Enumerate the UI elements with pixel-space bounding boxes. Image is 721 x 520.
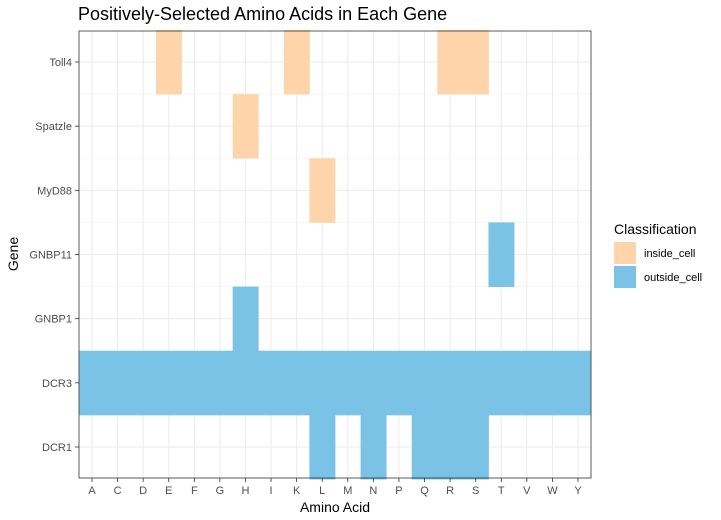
x-tick-label: L	[319, 485, 325, 497]
x-tick-label: F	[191, 485, 198, 497]
y-tick-label: Spatzle	[35, 121, 72, 133]
legend-key	[614, 242, 636, 264]
cells	[79, 29, 592, 480]
legend-key	[614, 266, 636, 288]
x-tick-label: C	[114, 485, 122, 497]
heatmap-cell	[462, 350, 489, 416]
x-tick-label: G	[216, 485, 225, 497]
heatmap-cell	[283, 350, 310, 416]
heatmap-cell	[462, 29, 489, 95]
x-tick-label: Q	[420, 485, 429, 497]
heatmap-cell	[437, 29, 464, 95]
heatmap-cell	[437, 414, 464, 480]
heatmap-cell	[309, 414, 336, 480]
x-tick-label: M	[343, 485, 352, 497]
heatmap-cell	[181, 350, 208, 416]
heatmap-cell	[565, 350, 592, 416]
x-tick-label: D	[139, 485, 147, 497]
y-tick-label: GNBP1	[35, 314, 72, 326]
heatmap-cell	[488, 350, 515, 416]
heatmap-cell	[79, 350, 106, 416]
x-tick-label: T	[498, 485, 505, 497]
x-tick-label: N	[369, 485, 377, 497]
legend: Classification inside_cell outside_cell	[614, 221, 702, 288]
heatmap-cell	[155, 350, 182, 416]
x-tick-label: S	[472, 485, 479, 497]
heatmap-cell	[335, 350, 361, 416]
heatmap-cell	[411, 350, 438, 416]
heatmap-cell	[411, 414, 438, 480]
y-tick-label: DCR3	[42, 378, 72, 390]
heatmap-cell	[360, 350, 387, 416]
x-tick-label: E	[165, 485, 172, 497]
x-tick-label: W	[547, 485, 558, 497]
heatmap-cell	[360, 414, 387, 480]
heatmap-cell	[283, 29, 310, 95]
heatmap-cell	[232, 94, 259, 159]
legend-label: outside_cell	[644, 272, 702, 284]
heatmap-cell	[130, 350, 157, 416]
x-axis-title: Amino Acid	[300, 499, 370, 515]
y-tick-label: MyD88	[37, 185, 72, 197]
heatmap-cell	[539, 350, 566, 416]
heatmap-cell	[488, 222, 515, 287]
x-tick-label: A	[88, 485, 96, 497]
x-tick-label: R	[446, 485, 454, 497]
y-tick-label: GNBP11	[29, 250, 72, 262]
y-axis-ticks: DCR1 DCR3 GNBP1 GNBP11 MyD88 Spatzle Toll4	[29, 57, 79, 454]
x-tick-label: P	[395, 485, 402, 497]
heatmap-cell	[514, 350, 541, 416]
x-tick-label: K	[293, 485, 301, 497]
heatmap-cell	[462, 414, 489, 480]
legend-title: Classification	[614, 221, 696, 237]
heatmap-cell	[309, 350, 336, 416]
x-tick-label: I	[270, 485, 273, 497]
heatmap-cell	[155, 29, 182, 95]
y-axis-title: Gene	[5, 237, 21, 271]
y-tick-label: Toll4	[49, 57, 72, 69]
heatmap-cell	[104, 350, 131, 416]
x-tick-label: V	[523, 485, 531, 497]
heatmap-cell	[309, 158, 336, 223]
heatmap-cell	[207, 350, 234, 416]
heatmap-cell	[232, 350, 259, 416]
legend-label: inside_cell	[644, 248, 695, 260]
x-tick-label: H	[241, 485, 249, 497]
heatmap-cell	[258, 350, 285, 416]
y-tick-label: DCR1	[42, 442, 72, 454]
chart-title: Positively-Selected Amino Acids in Each …	[78, 4, 447, 24]
heatmap-cell	[437, 350, 464, 416]
heatmap-cell	[386, 350, 413, 416]
x-tick-label: Y	[574, 485, 582, 497]
heatmap-cell	[232, 286, 259, 352]
